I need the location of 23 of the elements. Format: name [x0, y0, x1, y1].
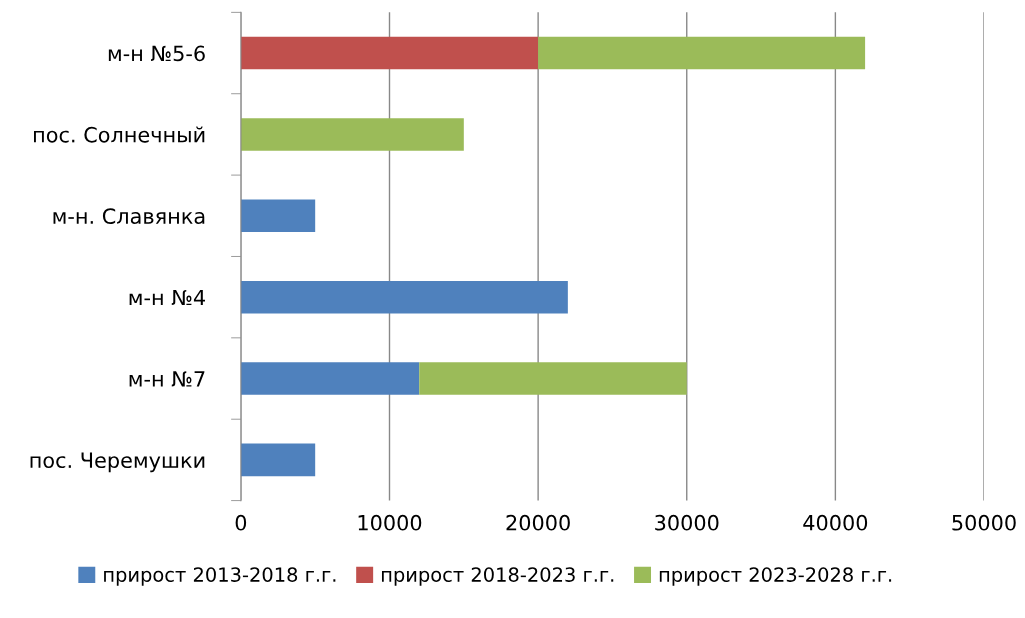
bar: [240, 280, 568, 314]
y-tick-label: м-н №5-6: [108, 45, 205, 62]
bar: [240, 199, 316, 233]
bar: [240, 118, 464, 151]
x-tick-label: 30000: [655, 514, 719, 531]
bar: [240, 443, 316, 477]
legend-label: прирост 2013-2018 г.г.: [104, 567, 336, 586]
y-tick-label: пос. Солнечный: [34, 126, 205, 143]
x-tick-label: 10000: [358, 514, 422, 531]
legend-label: прирост 2023-2028 г.г.: [659, 567, 892, 586]
bar: [419, 362, 687, 395]
x-tick-label: 40000: [803, 514, 868, 531]
y-tick-label: м-н №7: [129, 371, 205, 387]
y-tick-label: м-н. Славянка: [53, 208, 205, 224]
x-tick-label: 50000: [952, 514, 1016, 531]
y-tick-label: пос. Черемушки: [30, 452, 205, 473]
bar: [240, 362, 420, 395]
y-tick-label: м-н №4: [129, 289, 205, 306]
x-tick-label: 20000: [506, 514, 570, 531]
bar: [538, 36, 866, 70]
bar: [240, 36, 539, 70]
legend-label: прирост 2018-2023 г.г.: [381, 567, 614, 586]
x-tick-label: 0: [235, 514, 247, 531]
